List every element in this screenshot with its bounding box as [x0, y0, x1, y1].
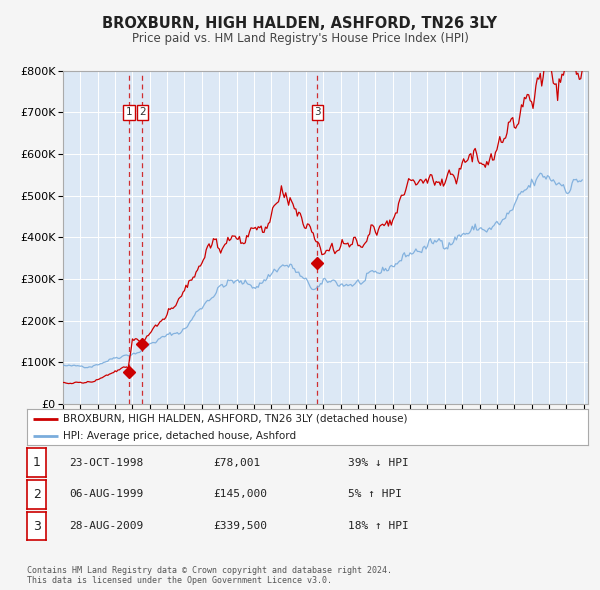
Text: BROXBURN, HIGH HALDEN, ASHFORD, TN26 3LY (detached house): BROXBURN, HIGH HALDEN, ASHFORD, TN26 3LY… [64, 414, 408, 424]
Text: HPI: Average price, detached house, Ashford: HPI: Average price, detached house, Ashf… [64, 431, 296, 441]
Text: BROXBURN, HIGH HALDEN, ASHFORD, TN26 3LY: BROXBURN, HIGH HALDEN, ASHFORD, TN26 3LY [103, 16, 497, 31]
Text: 2: 2 [32, 488, 41, 501]
Text: 39% ↓ HPI: 39% ↓ HPI [348, 458, 409, 467]
Text: 28-AUG-2009: 28-AUG-2009 [69, 522, 143, 531]
Text: 3: 3 [314, 107, 321, 117]
Text: £78,001: £78,001 [213, 458, 260, 467]
Text: 23-OCT-1998: 23-OCT-1998 [69, 458, 143, 467]
Text: Price paid vs. HM Land Registry's House Price Index (HPI): Price paid vs. HM Land Registry's House … [131, 32, 469, 45]
Text: Contains HM Land Registry data © Crown copyright and database right 2024.
This d: Contains HM Land Registry data © Crown c… [27, 566, 392, 585]
Text: 06-AUG-1999: 06-AUG-1999 [69, 490, 143, 499]
Text: 3: 3 [32, 520, 41, 533]
Text: 5% ↑ HPI: 5% ↑ HPI [348, 490, 402, 499]
Text: 1: 1 [32, 456, 41, 469]
Text: £339,500: £339,500 [213, 522, 267, 531]
Text: 18% ↑ HPI: 18% ↑ HPI [348, 522, 409, 531]
Text: 1: 1 [125, 107, 132, 117]
Text: 2: 2 [139, 107, 146, 117]
Text: £145,000: £145,000 [213, 490, 267, 499]
